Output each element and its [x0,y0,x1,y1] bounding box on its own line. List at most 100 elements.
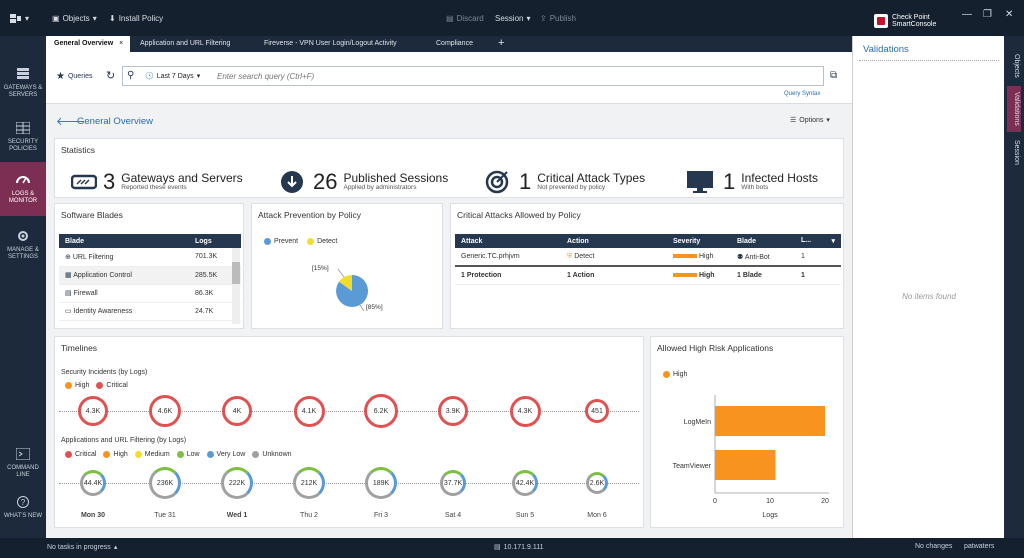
tick-label: 0 [713,498,717,505]
tab-general-overview[interactable]: General Overview × [46,36,130,52]
restore-icon[interactable]: ❐ [983,9,992,20]
side-tab-session[interactable]: Session [1013,140,1020,165]
nav-security-policies[interactable]: SECURITY POLICIES [0,112,46,158]
tasks-status[interactable]: No tasks in progress ▴ [47,543,118,552]
stat-sessions[interactable]: 26 Published Sessions Applied by administ… [281,169,448,195]
table-header: Blade Logs [59,234,241,248]
stat-infected-hosts[interactable]: 1 Infected Hosts With bots [687,169,818,195]
options-menu[interactable]: ☰ Options ▾ [790,116,830,125]
pie-slice-prevent[interactable] [336,274,369,307]
col-blade[interactable]: Blade [731,234,795,248]
star-icon: ★ [56,71,65,82]
chevron-down-icon: ▾ [831,238,835,245]
col-attack[interactable]: Attack [455,234,561,248]
search-box: ⚲ 🕓 Last 7 Days ▾ [122,66,824,86]
app-filter-circle[interactable]: 212K [293,467,325,499]
query-syntax-link[interactable]: Query Syntax [784,91,821,97]
tab-compliance[interactable]: Compliance [436,40,473,47]
col-logs[interactable]: L... ▾ [795,234,841,248]
incident-circle[interactable]: 4.6K [149,395,181,427]
detect-pct-label: [15%] [312,265,329,272]
stat-attack-types[interactable]: 1 Critical Attack Types Not prevented by … [485,169,645,195]
close-icon[interactable]: ✕ [1005,9,1014,20]
app-filter-circle[interactable]: 2.6K [586,472,608,494]
side-tab-validations[interactable]: Validations [1007,86,1021,132]
discard-button[interactable]: ▤ Discard [446,14,484,23]
main-content: ★Queries ↻ ⚲ 🕓Last 7 Days▾ ⧉ Query Synta… [46,52,852,538]
side-tab-objects[interactable]: Objects [1013,54,1020,78]
export-icon[interactable]: ⧉ [830,70,838,81]
nav-whats-new[interactable]: ? WHAT'S NEW [3,496,43,519]
stat-gateways[interactable]: 3 Gateways and Servers Reported these eve… [71,169,243,195]
legend-unknown-dot [252,451,260,458]
col-logs[interactable]: Logs [189,234,241,248]
help-icon: ? [17,496,29,508]
identity-icon: ▭ [65,308,72,315]
chevron-down-icon: ▾ [526,14,531,23]
install-policy-button[interactable]: ⬇ Install Policy [109,14,164,23]
incident-circle[interactable]: 6.2K [364,394,398,428]
table-row[interactable]: Generic.TC.prhjvm ⛨ Detect High ⚉ Anti-B… [455,248,841,267]
nav-manage-settings[interactable]: MANAGE & SETTINGS [0,220,46,266]
right-side-tabs: Objects Validations Session [1004,36,1024,538]
tab-vpn-activity[interactable]: Fireverse - VPN User Login/Logout Activi… [264,40,397,47]
bar-logmein[interactable] [715,406,825,436]
day-label: Mon 30 [80,512,106,519]
severity-bar [673,272,697,277]
incident-circle[interactable]: 4.3K [509,395,541,427]
table-row-summary[interactable]: 1 Protection 1 Action High 1 Blade 1 [455,266,841,285]
table-row[interactable]: ⊕ URL Filtering 701.3K [59,248,241,267]
refresh-icon[interactable]: ↻ [106,70,116,82]
app-filter-circle[interactable]: 189K [365,467,397,499]
table-row[interactable]: ▦ Application Control 285.5K [59,266,241,285]
table-row[interactable]: ▤ Firewall 86.3K [59,284,241,303]
minimize-icon[interactable]: — [962,9,972,20]
queries-button[interactable]: ★ Queries [56,71,93,82]
x-axis-label: Logs [762,512,778,519]
category-label: LogMeIn [684,419,711,426]
app-filter-circle[interactable]: 44.4K [80,470,106,496]
app-filter-circle[interactable]: 37.7K [440,470,466,496]
high-risk-apps-card: Allowed High Risk Applications High LogM… [650,336,844,528]
scrollbar[interactable] [232,248,240,324]
checkpoint-logo: Check Point SmartConsole [874,12,944,30]
nav-logs-monitor[interactable]: LOGS & MONITOR [0,162,46,216]
close-tab-icon[interactable]: × [119,40,124,47]
incident-circle[interactable]: 3.9K [438,396,468,426]
back-arrow-icon[interactable]: 🡐 [56,116,86,128]
page-title: General Overview [77,116,154,127]
bar-teamviewer[interactable] [715,450,776,480]
nav-gateways-servers[interactable]: GATEWAYS & SERVERS [0,58,46,104]
app-filter-circle[interactable]: 236K [149,467,181,499]
app-menu-button[interactable]: ▾ [10,14,29,23]
timelines-card: Timelines Security Incidents (by Logs) H… [54,336,644,528]
table-header: Attack Action Severity Blade L... ▾ [455,234,841,248]
incident-circle[interactable]: 4K [222,396,252,426]
time-range-dropdown[interactable]: 🕓 Last 7 Days ▾ [145,72,201,81]
search-input[interactable] [217,69,817,83]
col-action[interactable]: Action [561,234,667,248]
critical-attacks-table: Attack Action Severity Blade L... ▾ Gene… [455,234,841,285]
tab-app-url-filtering[interactable]: Application and URL Filtering [140,40,231,47]
add-tab-icon[interactable]: + [498,37,505,49]
app-filter-circle[interactable]: 42.4K [512,470,538,496]
col-blade[interactable]: Blade [59,234,189,248]
session-menu[interactable]: Session ▾ [495,14,531,23]
incident-circle[interactable]: 4.3K [78,396,108,426]
table-row[interactable]: ▭ Identity Awareness 24.7K [59,302,241,321]
objects-menu[interactable]: ▣ Objects ▾ [52,14,97,23]
publish-button[interactable]: ⇪ Publish [540,14,576,23]
incident-circle[interactable]: 451 [585,399,609,423]
col-severity[interactable]: Severity [667,234,731,248]
incident-circle[interactable]: 4.1K [293,395,325,427]
pie-slice-detect[interactable] [339,275,352,291]
validations-title: Validations [863,44,909,55]
app-filter-circle[interactable]: 222K [221,467,253,499]
nav-command-line[interactable]: COMMAND LINE [0,438,46,484]
discard-icon: ▤ [446,14,454,23]
validations-panel: Validations No items found [852,36,1004,538]
app-filtering-title: Applications and URL Filtering (by Logs) [61,437,187,444]
search-icon: ⚲ [127,70,135,81]
chevron-down-icon: ▾ [196,73,201,80]
critical-attacks-card: Critical Attacks Allowed by Policy Attac… [450,203,844,329]
